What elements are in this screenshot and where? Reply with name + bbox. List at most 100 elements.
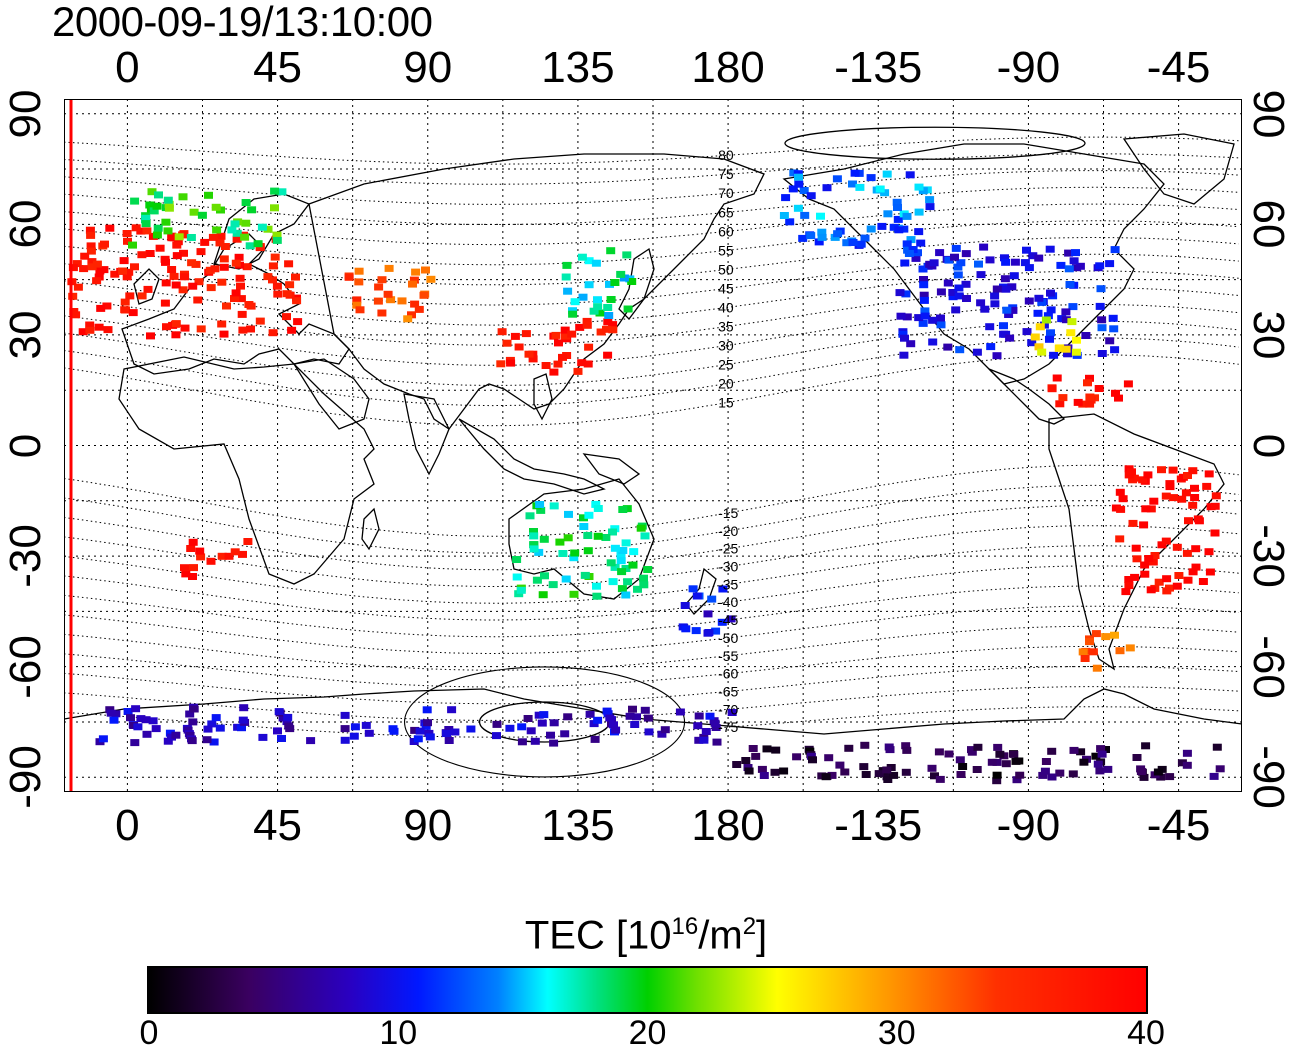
tec-cell — [258, 733, 268, 741]
tec-cell — [284, 260, 294, 268]
tec-cell — [532, 576, 542, 584]
mlat-label: 40 — [718, 299, 734, 315]
tec-cell — [590, 735, 600, 743]
tec-cell — [137, 292, 147, 300]
tec-cell — [623, 305, 633, 313]
tec-cell — [1046, 329, 1055, 337]
tec-cell — [94, 323, 104, 331]
tec-cell — [606, 247, 616, 255]
tec-cell — [961, 280, 971, 288]
tec-cell — [1071, 249, 1080, 257]
tec-cell — [548, 581, 558, 589]
tec-cell — [100, 240, 109, 248]
tec-cell — [187, 259, 197, 267]
tec-cell — [141, 220, 151, 228]
tec-cell — [561, 575, 571, 583]
tec-cell — [583, 532, 593, 539]
tec-cell — [1078, 400, 1088, 408]
tec-cell — [231, 259, 241, 267]
tec-cell — [164, 200, 174, 208]
tec-cell — [529, 541, 539, 549]
mlat-contour — [64, 545, 1239, 604]
tec-cell — [1093, 760, 1103, 768]
tec-cell — [1141, 505, 1151, 513]
coast-south-america — [1048, 413, 1225, 671]
tec-cell — [794, 180, 804, 188]
mlat-contour — [64, 287, 1239, 346]
tec-cell — [292, 297, 302, 305]
tec-cell — [1061, 308, 1071, 316]
tec-cell — [161, 258, 170, 266]
tec-cell — [779, 767, 789, 775]
tec-cell — [270, 253, 280, 261]
tec-cell — [880, 189, 890, 197]
tec-cell — [948, 293, 958, 301]
tec-cell — [744, 767, 754, 775]
tec-cell — [1091, 630, 1101, 638]
tec-cell — [1073, 398, 1083, 406]
tec-cell — [908, 246, 918, 253]
tec-cell — [421, 722, 431, 730]
lon-tick-top: 135 — [541, 43, 615, 92]
tec-cell — [935, 249, 945, 257]
tec-cell — [675, 708, 685, 716]
tec-cell — [570, 298, 580, 306]
tec-cell — [830, 233, 840, 241]
tec-cell — [794, 173, 803, 181]
tec-cell — [1034, 343, 1044, 351]
tec-cell — [524, 350, 534, 358]
tec-cell — [1101, 746, 1110, 753]
tec-cell — [1024, 264, 1034, 272]
tec-cell — [558, 550, 568, 557]
tec-cell — [1193, 515, 1203, 523]
tec-cell — [840, 768, 850, 776]
tec-cell — [893, 204, 902, 211]
tec-cell — [164, 204, 174, 212]
tec-cell — [1156, 773, 1166, 781]
tec-cell — [1118, 495, 1128, 503]
tec-cell — [502, 339, 512, 347]
mlat-label: -65 — [718, 683, 738, 699]
lat-tick-left: 90 — [1, 89, 50, 139]
tec-cell — [235, 274, 245, 282]
tec-cell — [1162, 587, 1172, 595]
mlat-label: 55 — [718, 242, 734, 258]
tec-cell — [848, 239, 858, 246]
tec-cell — [604, 312, 614, 319]
tec-cell — [1081, 332, 1091, 339]
tec-cell — [1124, 582, 1134, 590]
mlat-label: 65 — [718, 204, 734, 220]
mlat-contour — [64, 253, 1239, 306]
tec-cell — [373, 297, 383, 305]
tec-cell — [123, 708, 133, 715]
tec-cell — [956, 771, 966, 778]
tec-cell — [517, 738, 527, 746]
tec-cell — [691, 627, 701, 635]
tec-cell — [593, 532, 603, 540]
tec-cell — [1069, 257, 1079, 265]
tec-cell — [1121, 588, 1131, 596]
tec-cell — [238, 716, 248, 724]
tec-cell — [209, 738, 219, 746]
tec-cell — [1101, 633, 1111, 641]
tec-cell — [751, 752, 761, 760]
tec-cell — [619, 274, 629, 282]
tec-cell — [172, 252, 182, 260]
tec-cell — [806, 232, 816, 240]
tec-cell — [935, 775, 945, 783]
tec-cell — [246, 325, 255, 333]
tec-cell — [86, 247, 96, 255]
tec-cell — [236, 295, 246, 303]
tec-cell — [96, 304, 106, 312]
tec-cell — [894, 226, 904, 234]
coast-uk — [133, 268, 160, 305]
tec-cell — [657, 730, 667, 738]
tec-cell — [1007, 283, 1017, 291]
tec-cell — [1144, 555, 1154, 562]
tec-cell — [1045, 335, 1054, 343]
tec-cell — [274, 708, 284, 716]
tec-cell — [927, 764, 937, 772]
tec-cell — [835, 761, 845, 769]
tec-cell — [374, 283, 384, 291]
tec-cell — [905, 171, 915, 179]
